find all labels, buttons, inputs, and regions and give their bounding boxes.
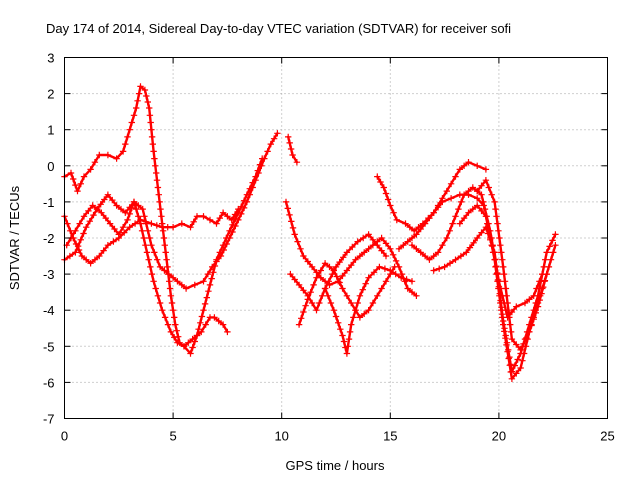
y-tick-label: -2 <box>43 231 55 246</box>
x-tick-label: 5 <box>169 429 176 444</box>
series-sat-d <box>63 155 266 357</box>
series-markers <box>63 155 266 357</box>
y-tick-label: 3 <box>47 51 54 66</box>
y-tick-label: -5 <box>43 339 55 354</box>
series-markers <box>295 260 398 328</box>
series-markers <box>321 263 416 357</box>
y-tick-label: 0 <box>47 159 54 174</box>
x-tick-label: 20 <box>492 429 506 444</box>
series-sat-b <box>61 205 242 267</box>
series-sat-k <box>395 191 487 252</box>
y-tick-label: -3 <box>43 267 55 282</box>
series-sat-f <box>282 198 420 299</box>
x-tick-label: 10 <box>274 429 288 444</box>
series-markers <box>282 198 420 299</box>
series-sat-h <box>295 260 398 328</box>
x-tick-label: 15 <box>383 429 397 444</box>
y-tick-label: -1 <box>43 195 55 210</box>
y-tick-label: 1 <box>47 123 54 138</box>
series-sat-i <box>321 263 416 357</box>
chart-title: Day 174 of 2014, Sidereal Day-to-day VTE… <box>46 21 511 36</box>
series-group <box>61 83 559 382</box>
y-axis-label: SDTVAR / TECUs <box>7 185 22 290</box>
series-sat-o <box>474 177 559 354</box>
series-markers <box>395 191 487 252</box>
y-tick-label: -6 <box>43 375 55 390</box>
series-sat-e <box>285 133 301 166</box>
y-tick-label: 2 <box>47 87 54 102</box>
x-axis-label: GPS time / hours <box>286 458 385 473</box>
series-markers <box>285 133 301 166</box>
series-sat-g <box>287 231 390 314</box>
series-markers <box>287 231 390 314</box>
series-markers <box>474 177 559 354</box>
y-tick-label: -4 <box>43 303 55 318</box>
x-tick-label: 0 <box>61 429 68 444</box>
axis-ticks: 0 5 10 15 20 25 -7 -6 -5 -4 -3 -2 -1 0 1 2 3 <box>43 51 615 444</box>
y-tick-label: -7 <box>43 412 55 427</box>
x-tick-label: 25 <box>600 429 614 444</box>
